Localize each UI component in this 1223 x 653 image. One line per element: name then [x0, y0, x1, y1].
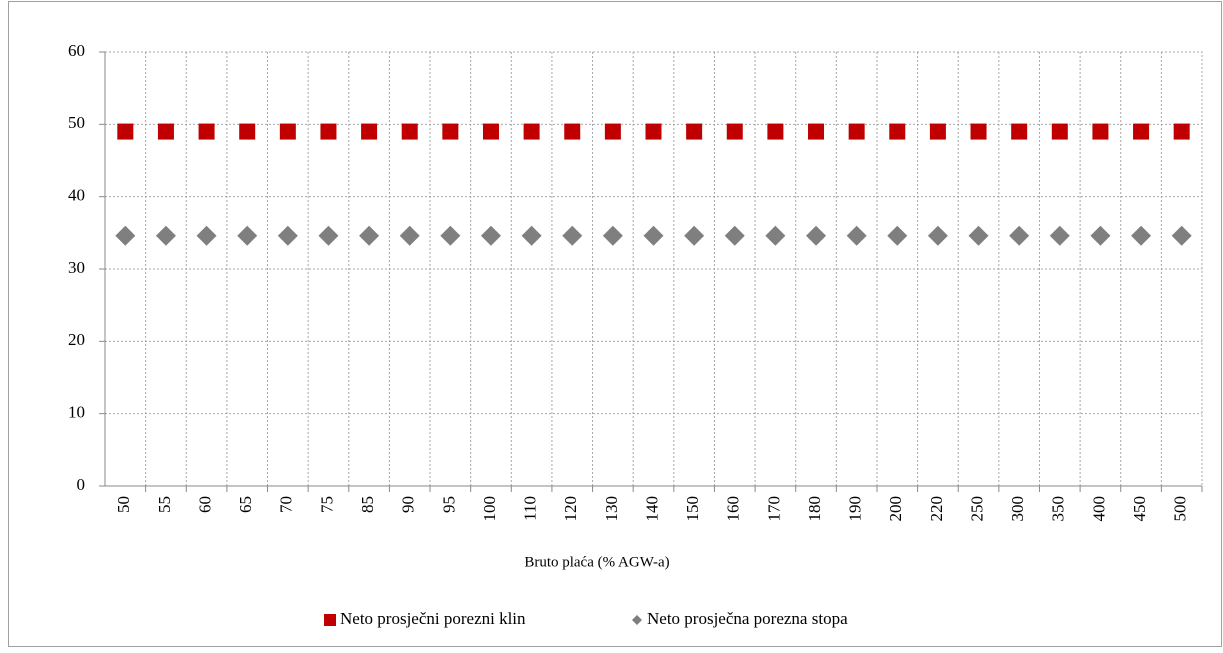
- marker: [806, 225, 827, 246]
- marker: [277, 225, 298, 246]
- x-tick-label: 350: [1049, 496, 1068, 522]
- marker: [117, 123, 134, 140]
- x-tick-label: 300: [1008, 496, 1027, 522]
- marker: [1011, 123, 1028, 140]
- x-tick-label: 150: [683, 496, 702, 522]
- marker: [523, 123, 540, 140]
- marker: [887, 225, 908, 246]
- x-tick-label: 160: [724, 496, 743, 522]
- x-tick-label: 120: [561, 496, 580, 522]
- marker: [927, 225, 948, 246]
- x-tick-label: 200: [886, 496, 905, 522]
- x-tick-label: 70: [277, 496, 296, 513]
- marker: [198, 123, 215, 140]
- legend-label: Neto prosječna porezna stopa: [647, 609, 848, 628]
- marker: [442, 123, 459, 140]
- marker: [970, 123, 987, 140]
- marker: [320, 123, 337, 140]
- marker: [279, 123, 296, 140]
- marker: [968, 225, 989, 246]
- marker: [889, 123, 906, 140]
- marker: [440, 225, 461, 246]
- marker: [686, 123, 703, 140]
- marker: [1009, 225, 1030, 246]
- marker: [848, 123, 865, 140]
- y-tick-label: 0: [77, 475, 86, 494]
- marker: [1092, 123, 1109, 140]
- marker: [361, 123, 378, 140]
- x-tick-label: 500: [1171, 496, 1190, 522]
- x-tick-label: 450: [1130, 496, 1149, 522]
- marker: [643, 225, 664, 246]
- x-tick-label: 95: [439, 496, 458, 513]
- x-tick-label: 100: [480, 496, 499, 522]
- x-tick-label: 130: [602, 496, 621, 522]
- marker: [157, 123, 174, 140]
- marker: [767, 123, 784, 140]
- marker: [765, 225, 786, 246]
- x-tick-label: 180: [805, 496, 824, 522]
- y-tick-label: 50: [68, 113, 85, 132]
- marker: [196, 225, 217, 246]
- marker: [1133, 123, 1150, 140]
- x-tick-label: 65: [236, 496, 255, 513]
- x-tick-label: 55: [155, 496, 174, 513]
- marker: [564, 123, 581, 140]
- marker: [645, 123, 662, 140]
- x-tick-label: 170: [764, 496, 783, 522]
- legend-label: Neto prosječni porezni klin: [340, 609, 526, 628]
- x-axis-title: Bruto plaća (% AGW-a): [524, 554, 669, 570]
- marker: [604, 123, 621, 140]
- y-tick-label: 40: [68, 186, 85, 205]
- marker: [808, 123, 825, 140]
- y-tick-label: 30: [68, 258, 85, 277]
- marker: [1049, 225, 1070, 246]
- marker: [115, 225, 136, 246]
- x-tick-label: 85: [358, 496, 377, 513]
- x-tick-label: 140: [642, 496, 661, 522]
- marker: [1051, 123, 1068, 140]
- marker: [1090, 225, 1111, 246]
- x-tick-label: 75: [317, 496, 336, 513]
- marker: [318, 225, 339, 246]
- y-tick-label: 20: [68, 330, 85, 349]
- x-tick-label: 400: [1089, 496, 1108, 522]
- y-tick-label: 60: [68, 41, 85, 60]
- legend-marker: [632, 615, 642, 625]
- marker: [724, 225, 745, 246]
- marker: [155, 225, 176, 246]
- y-tick-label: 10: [68, 403, 85, 422]
- marker: [239, 123, 256, 140]
- marker: [562, 225, 583, 246]
- marker: [359, 225, 380, 246]
- x-tick-label: 220: [927, 496, 946, 522]
- x-tick-label: 90: [399, 496, 418, 513]
- marker: [684, 225, 705, 246]
- x-tick-label: 50: [114, 496, 133, 513]
- marker: [521, 225, 542, 246]
- marker: [482, 123, 499, 140]
- marker: [726, 123, 743, 140]
- marker: [1131, 225, 1152, 246]
- marker: [1173, 123, 1190, 140]
- marker: [237, 225, 258, 246]
- chart-frame: [8, 1, 1222, 647]
- x-tick-label: 190: [846, 496, 865, 522]
- marker: [399, 225, 420, 246]
- marker: [602, 225, 623, 246]
- marker: [401, 123, 418, 140]
- marker: [846, 225, 867, 246]
- marker: [480, 225, 501, 246]
- legend-marker: [324, 614, 336, 626]
- x-tick-label: 60: [195, 496, 214, 513]
- marker: [1171, 225, 1192, 246]
- x-tick-label: 110: [521, 496, 540, 521]
- x-tick-label: 250: [967, 496, 986, 522]
- marker: [929, 123, 946, 140]
